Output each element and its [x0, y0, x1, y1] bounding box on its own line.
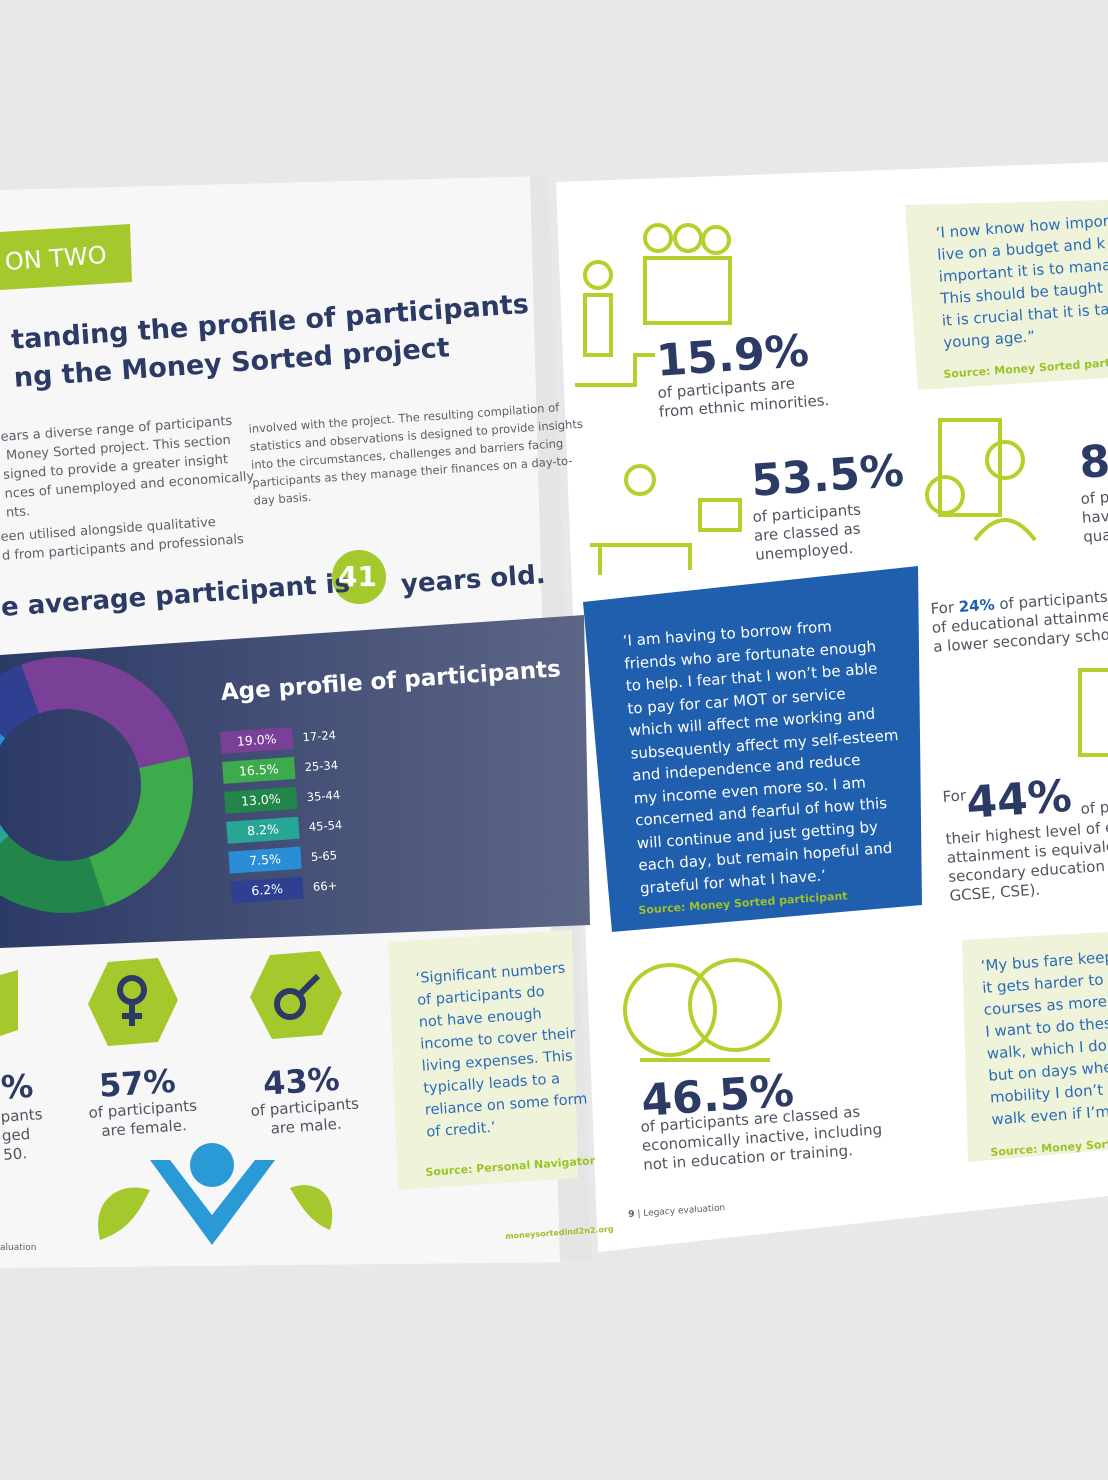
- legend-row: 13.0% 35-44: [224, 784, 341, 814]
- value-label: 16.5%: [238, 761, 280, 779]
- footer: aluation: [0, 1243, 37, 1253]
- donut-chart: [0, 657, 193, 913]
- donut-segment: [0, 824, 9, 844]
- male-symbol: [274, 988, 306, 1020]
- donut-segment: [0, 835, 106, 913]
- value-label: 6.2%: [250, 881, 284, 899]
- legend-label: 17-24: [302, 727, 337, 745]
- stat-value: 8: [1077, 435, 1108, 489]
- value-label: 13.0%: [240, 790, 282, 809]
- logo-arms: [150, 1160, 275, 1245]
- stat-text: of participants are classed as unemployed.: [752, 500, 864, 564]
- legend-row: 16.5% 25-34: [222, 754, 339, 784]
- legend-chip: 13.0%: [224, 786, 298, 814]
- quote: ‘My bus fare keep it gets harder to course…: [980, 946, 1108, 1131]
- donut-segment: [0, 664, 39, 738]
- text-line: of p: [1080, 487, 1108, 508]
- stat-value: 43%: [261, 1059, 341, 1103]
- quote: ‘I now know how impor live on a budget an…: [935, 210, 1108, 354]
- legend-chip: 8.2%: [226, 816, 300, 844]
- value-label: 7.5%: [248, 851, 282, 869]
- stat-text: pants ged 50.: [0, 1105, 46, 1165]
- legend-label: 5-65: [310, 848, 338, 864]
- legend-chip: 16.5%: [222, 756, 296, 784]
- icons: [575, 223, 1108, 1062]
- legend: 19.0% 17-24 16.5% 25-34 13.0% 35-44 8.2% 45-54 7…: [220, 724, 348, 912]
- legend-label: 35-44: [306, 787, 341, 805]
- legend-row: 8.2% 45-54: [226, 814, 343, 844]
- quote-box: [962, 932, 1108, 1162]
- age-badge: [332, 550, 386, 604]
- text-line: qua: [1082, 525, 1108, 546]
- quote: ‘Significant numbers of participants do no…: [415, 957, 590, 1144]
- donut-segment: [89, 756, 193, 907]
- text-line: 50.: [2, 1144, 28, 1164]
- average-age: 41: [338, 560, 377, 593]
- text-line: hav: [1081, 507, 1108, 527]
- section-tag-bg: [0, 224, 132, 290]
- stat-text: of p hav qua: [1080, 488, 1108, 547]
- quote: ‘I am having to borrow from friends who a…: [622, 611, 909, 899]
- legend-chip: 6.2%: [230, 876, 304, 904]
- page-number: 9: [628, 1209, 635, 1220]
- stat-value: 24%: [958, 595, 996, 616]
- male-symbol: [297, 973, 321, 997]
- stat-value: %: [0, 1066, 35, 1107]
- legend-label: 25-34: [304, 757, 339, 775]
- donut-segment: [0, 733, 6, 746]
- intro: ears a diverse range of participants Mon…: [0, 411, 256, 523]
- legend-chip: 19.0%: [220, 726, 294, 754]
- stat-text: their highest level of e attainment is eq…: [945, 818, 1108, 906]
- prefix: For: [942, 786, 967, 806]
- prefix: For: [930, 598, 955, 618]
- stat-value: 44%: [964, 770, 1074, 829]
- value-label: 19.0%: [236, 731, 277, 749]
- quote-box-blue: [583, 566, 922, 932]
- text-line: pants: [0, 1105, 44, 1126]
- logo-leaves: [98, 1185, 333, 1240]
- stat-text: of participants are female.: [88, 1096, 199, 1141]
- donut-segment: [21, 657, 190, 769]
- stat-value: 57%: [97, 1061, 177, 1105]
- quote-box: [388, 930, 578, 1190]
- stat-text: of p: [1080, 797, 1108, 818]
- legend-label: 45-54: [308, 817, 343, 835]
- value-label: 8.2%: [246, 821, 280, 839]
- logo-head: [190, 1143, 234, 1187]
- stat-text: For 24% of participants of educational a…: [930, 587, 1108, 656]
- stat-text: of participants are male.: [250, 1094, 361, 1139]
- stat-value: 53.5%: [749, 445, 906, 507]
- legend-chip: 7.5%: [228, 846, 302, 874]
- legend-row: 6.2% 66+: [230, 874, 347, 904]
- quote-box: [905, 200, 1108, 390]
- hex-icon: [0, 970, 18, 1036]
- legend-row: 7.5% 5-65: [228, 844, 345, 874]
- legend-label: 66+: [312, 878, 338, 894]
